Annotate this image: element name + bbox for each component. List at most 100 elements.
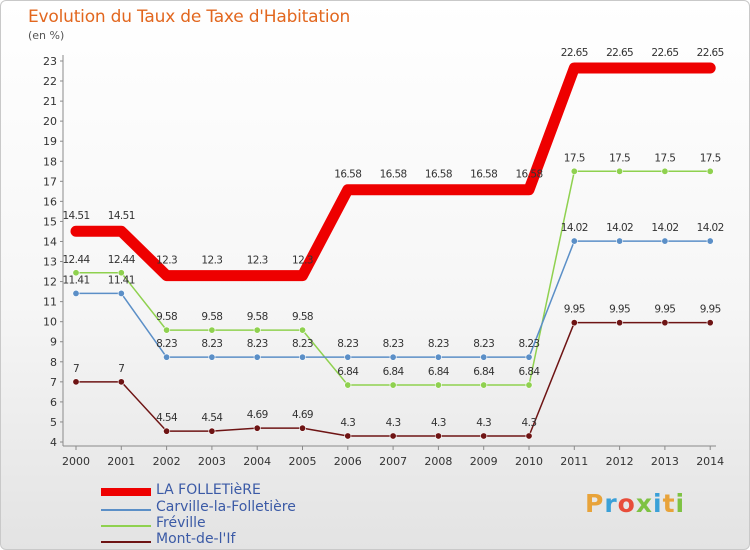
data-point — [163, 326, 171, 334]
x-tick-label: 2003 — [198, 455, 226, 468]
data-point — [616, 237, 624, 245]
y-tick-label: 17 — [43, 175, 57, 188]
data-point — [434, 432, 442, 440]
data-point — [163, 427, 171, 435]
y-tick-label: 12 — [43, 276, 57, 289]
data-label: 4.3 — [522, 417, 537, 429]
data-point — [72, 289, 80, 297]
data-point — [117, 378, 125, 386]
x-tick-label: 2008 — [424, 455, 452, 468]
data-point — [253, 424, 261, 432]
data-label: 14.02 — [561, 222, 588, 234]
data-label: 4.69 — [247, 409, 268, 421]
data-label: 9.95 — [609, 304, 630, 316]
legend-label: Fréville — [156, 515, 206, 531]
x-tick-label: 2001 — [107, 455, 135, 468]
data-label: 14.02 — [606, 222, 633, 234]
data-label: 17.5 — [609, 152, 630, 164]
y-tick-label: 15 — [43, 215, 57, 228]
y-tick-label: 21 — [43, 95, 57, 108]
data-label: 9.95 — [654, 304, 675, 316]
data-point — [616, 167, 624, 175]
data-point — [661, 237, 669, 245]
data-label: 14.02 — [651, 222, 678, 234]
proxiti-logo: Proxiti — [585, 489, 685, 518]
x-tick-label: 2007 — [379, 455, 407, 468]
data-label: 12.3 — [292, 255, 313, 267]
y-tick-label: 20 — [43, 115, 57, 128]
legend-item: Fréville — [101, 515, 361, 533]
data-point — [570, 319, 578, 327]
data-point — [570, 167, 578, 175]
data-label: 9.58 — [292, 311, 313, 323]
y-tick-label: 7 — [50, 376, 57, 389]
data-label: 22.65 — [561, 47, 588, 59]
x-tick-label: 2005 — [289, 455, 317, 468]
data-label: 9.58 — [156, 311, 177, 323]
data-point — [344, 353, 352, 361]
x-tick-label: 2010 — [515, 455, 543, 468]
legend-label: Mont-de-l'If — [156, 531, 236, 547]
data-label: 4.54 — [156, 412, 178, 424]
data-label: 16.58 — [515, 169, 542, 181]
data-label: 7 — [118, 363, 124, 375]
legend-label: Carville-la-Folletière — [156, 499, 296, 515]
data-label: 17.5 — [700, 152, 721, 164]
y-tick-label: 23 — [43, 55, 57, 68]
data-point — [344, 381, 352, 389]
data-point — [480, 432, 488, 440]
data-label: 16.58 — [470, 169, 497, 181]
logo-letter: r — [604, 489, 618, 518]
data-point — [616, 319, 624, 327]
logo-letter: i — [675, 489, 686, 518]
x-tick-label: 2013 — [651, 455, 679, 468]
data-label: 8.23 — [473, 338, 494, 350]
data-label: 6.84 — [337, 366, 359, 378]
data-label: 14.02 — [697, 222, 724, 234]
data-point — [253, 353, 261, 361]
data-label: 12.3 — [247, 255, 268, 267]
legend-item: Carville-la-Folletière — [101, 499, 361, 517]
legend-label: LA FOLLETièRE — [156, 482, 261, 498]
data-label: 12.44 — [62, 254, 90, 266]
chart-title: Evolution du Taux de Taxe d'Habitation — [28, 7, 351, 27]
legend-swatch — [101, 509, 151, 511]
y-tick-label: 4 — [50, 436, 57, 449]
y-tick-label: 10 — [43, 316, 57, 329]
data-label: 14.51 — [62, 210, 89, 222]
data-point — [570, 237, 578, 245]
y-tick-label: 16 — [43, 195, 57, 208]
data-label: 8.23 — [428, 338, 449, 350]
logo-letter: P — [585, 489, 605, 518]
data-label: 12.44 — [108, 254, 136, 266]
data-label: 4.69 — [292, 409, 313, 421]
data-label: 8.23 — [156, 338, 177, 350]
data-label: 4.3 — [386, 417, 401, 429]
legend-swatch — [101, 541, 151, 543]
y-tick-label: 22 — [43, 75, 57, 88]
data-label: 7 — [73, 363, 79, 375]
x-tick-label: 2009 — [470, 455, 498, 468]
data-label: 6.84 — [428, 366, 450, 378]
x-tick-label: 2012 — [606, 455, 634, 468]
data-point — [298, 424, 306, 432]
data-point — [480, 353, 488, 361]
logo-letter: t — [662, 489, 676, 518]
data-label: 4.3 — [476, 417, 491, 429]
data-label: 6.84 — [519, 366, 541, 378]
x-tick-label: 2000 — [62, 455, 90, 468]
logo-letter: x — [635, 489, 653, 518]
data-label: 16.58 — [380, 169, 407, 181]
data-point — [434, 353, 442, 361]
data-point — [344, 432, 352, 440]
data-point — [253, 326, 261, 334]
series-line-0 — [70, 62, 716, 282]
data-point — [389, 353, 397, 361]
legend-item: Mont-de-l'If — [101, 531, 361, 549]
x-tick-label: 2004 — [243, 455, 271, 468]
data-point — [525, 353, 533, 361]
data-label: 22.65 — [651, 47, 678, 59]
x-tick-label: 2006 — [334, 455, 362, 468]
